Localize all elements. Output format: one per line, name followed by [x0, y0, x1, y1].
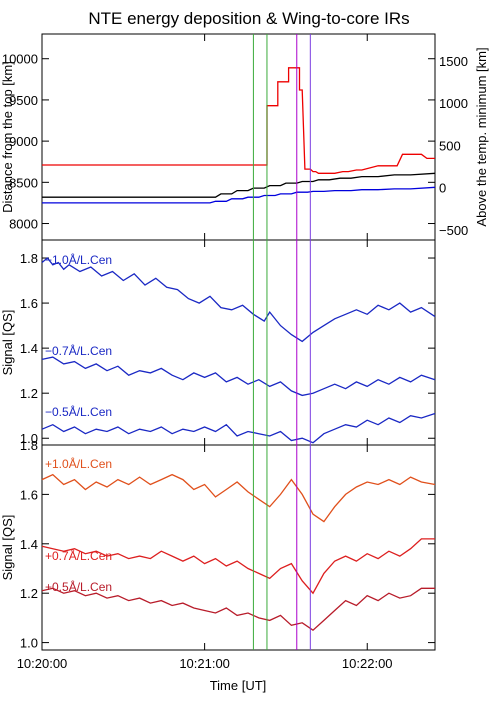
- y-right-tick-label: 1000: [439, 96, 468, 111]
- panel-frame-top: [41, 33, 436, 241]
- series-label-middle-1: −0.7Å/L.Cen: [45, 343, 112, 358]
- y-right-tick-label: 0: [439, 181, 446, 196]
- series-line-middle-1: [41, 356, 436, 397]
- y-tick-label-top: 9000: [9, 134, 38, 149]
- series-label-middle-0: −1.0Å/L.Cen: [45, 252, 112, 267]
- x-tick-label: 10:20:00: [17, 656, 68, 671]
- y-axis-label-bottom: Signal [QS]: [0, 515, 15, 581]
- series-label-bottom-2: +0.5Å/L.Cen: [45, 579, 112, 594]
- y-tick-label-bottom: 1.8: [20, 438, 38, 453]
- series-line-middle-0: [41, 257, 436, 343]
- y-tick-label-bottom: 1.6: [20, 487, 38, 502]
- series-line-middle-2: [41, 412, 436, 444]
- y-tick-label-top: 9500: [9, 93, 38, 108]
- series-line-top-0: [42, 186, 436, 204]
- y-right-tick-label: 1500: [439, 54, 468, 69]
- y-tick-label-top: 10000: [2, 52, 38, 67]
- y-tick-label-middle: 1.6: [20, 296, 38, 311]
- panel-frame-bottom: [41, 444, 436, 651]
- y-tick-label-top: 8000: [9, 217, 38, 232]
- y-tick-label-middle: 1.2: [20, 386, 38, 401]
- plot-area: 8000 8500 9000 9500 10000 1500 1000 500 0 −500 Abo…: [0, 33, 489, 693]
- y-tick-label-middle: 1.0: [20, 431, 38, 446]
- series-line-bottom-0: [41, 473, 436, 523]
- x-axis-label: Time [UT]: [210, 678, 267, 693]
- series-line-bottom-1: [41, 538, 435, 595]
- series-line-bottom-2: [41, 587, 435, 632]
- y-axis-label-top: Distance from the top [km]: [0, 61, 15, 213]
- y-tick-label-top: 8500: [9, 175, 38, 190]
- y-tick-label-middle: 1.8: [20, 251, 38, 266]
- x-tick-label: 10:22:00: [342, 656, 393, 671]
- y-right-axis-label: Above the temp. minimum [km]: [474, 47, 489, 226]
- y-right-tick-label: −500: [439, 223, 468, 238]
- y-right-tick-label: 500: [439, 138, 461, 153]
- y-axis-label-middle: Signal [QS]: [0, 310, 15, 376]
- y-tick-label-bottom: 1.2: [20, 586, 38, 601]
- x-tick-label: 10:21:00: [179, 656, 230, 671]
- series-line-top-2: [42, 67, 435, 174]
- series-label-middle-2: −0.5Å/L.Cen: [45, 404, 112, 419]
- y-tick-label-middle: 1.4: [20, 341, 38, 356]
- series-label-bottom-0: +1.0Å/L.Cen: [45, 456, 112, 471]
- series-label-bottom-1: +0.7Å/L.Cen: [45, 548, 112, 563]
- chart-title: NTE energy deposition & Wing-to-core IRs: [88, 9, 409, 28]
- y-tick-label-bottom: 1.4: [20, 537, 38, 552]
- y-tick-label-bottom: 1.0: [20, 636, 38, 651]
- series-line-top-1: [42, 172, 436, 198]
